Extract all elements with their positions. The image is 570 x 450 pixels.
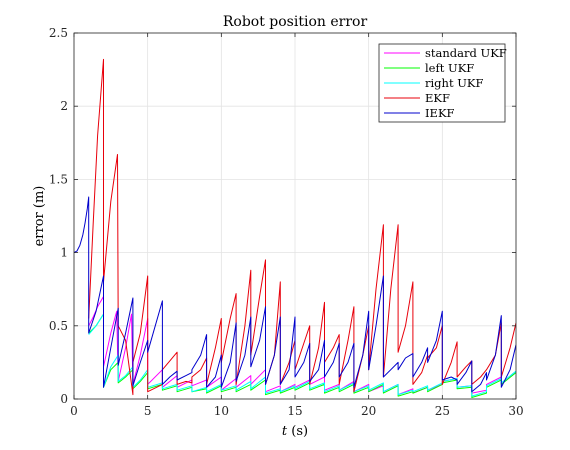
- x-axis-label: t (s): [282, 424, 308, 439]
- legend-label-ekf: EKF: [425, 91, 450, 105]
- legend-label-iekf: IEKF: [425, 106, 455, 120]
- axis-ticks: 0 5 10 15 20 25 30 0 0.5 1 1.5 2 2.5: [49, 26, 524, 418]
- y-tick-label: 2.5: [49, 26, 68, 40]
- chart-title: Robot position error: [223, 14, 368, 30]
- x-tick-label: 10: [214, 404, 229, 418]
- legend-label-standard-ukf: standard UKF: [425, 46, 507, 60]
- series-line-iekf: [74, 196, 516, 393]
- x-tick-label: 20: [361, 404, 376, 418]
- x-tick-label: 30: [508, 404, 523, 418]
- y-tick-label: 1: [60, 246, 68, 260]
- y-axis-label: error (m): [32, 186, 47, 247]
- plot-area: [74, 58, 516, 398]
- x-tick-label: 5: [144, 404, 152, 418]
- series-line-right-ukf: [88, 313, 516, 397]
- series-lines: [74, 58, 516, 398]
- x-tick-label: 25: [435, 404, 450, 418]
- legend-label-left-ukf: left UKF: [425, 61, 474, 75]
- legend-label-right-ukf: right UKF: [425, 76, 484, 90]
- y-tick-label: 0.5: [49, 319, 68, 333]
- y-tick-label: 1.5: [49, 172, 68, 186]
- x-tick-label: 15: [287, 404, 302, 418]
- series-line-left-ukf: [88, 313, 516, 398]
- y-tick-label: 2: [60, 99, 68, 113]
- x-tick-label: 0: [70, 404, 78, 418]
- y-tick-label: 0: [60, 392, 68, 406]
